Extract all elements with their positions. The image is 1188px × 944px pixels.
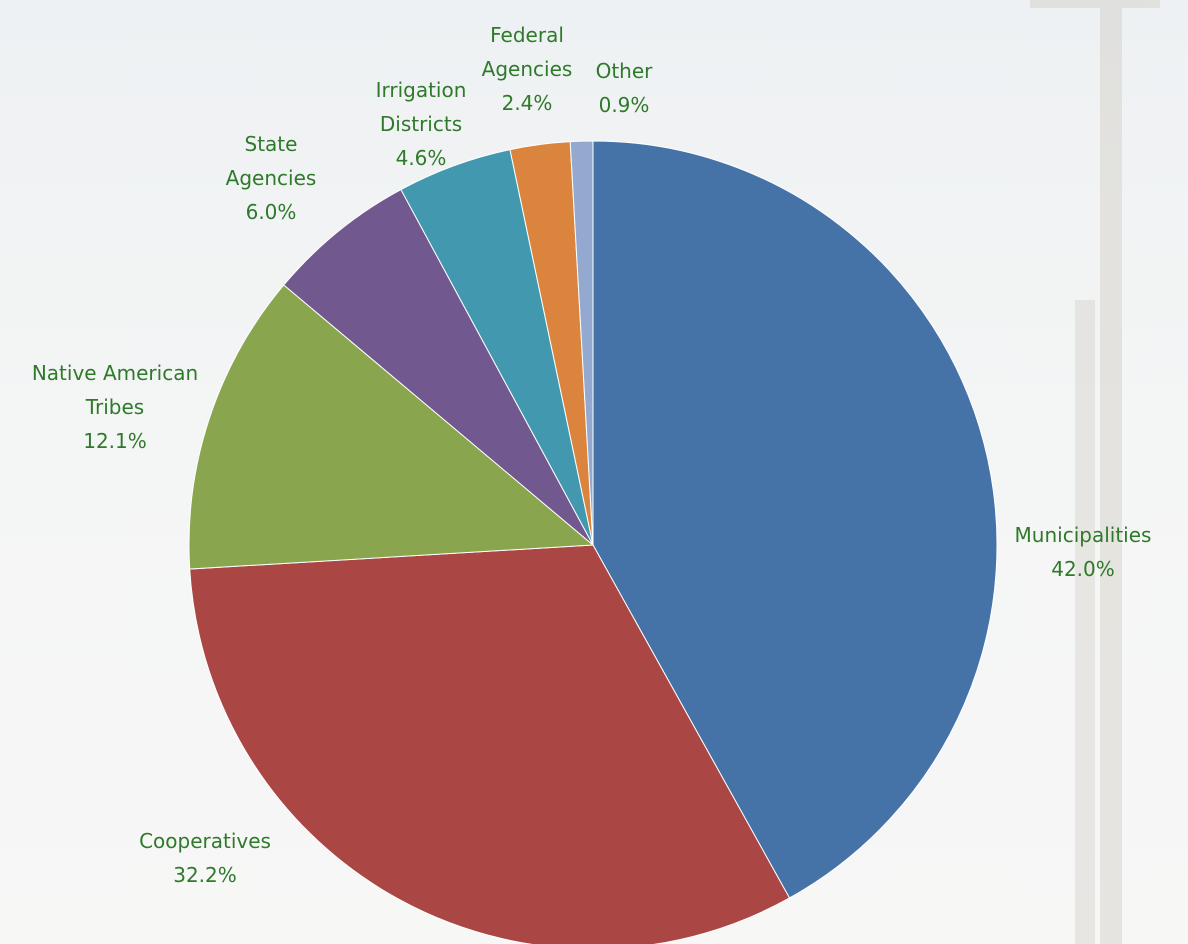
value-label: 0.9% xyxy=(598,93,650,117)
slice-label: Federal Agencies 2.4% xyxy=(472,18,582,120)
value-label: 4.6% xyxy=(395,146,447,170)
value-label: 12.1% xyxy=(83,429,147,453)
slice-label: Irrigation Districts 4.6% xyxy=(366,73,476,175)
pie-slice xyxy=(189,544,791,944)
pie-slice xyxy=(188,284,595,570)
category-label: Irrigation Districts xyxy=(375,78,467,136)
value-label: 32.2% xyxy=(173,863,237,887)
slice-label: Native American Tribes 12.1% xyxy=(10,356,220,458)
category-label: Cooperatives xyxy=(139,829,271,853)
pie-slice xyxy=(283,188,594,546)
slice-label: Municipalities 42.0% xyxy=(983,518,1183,586)
slice-label: Other 0.9% xyxy=(584,54,664,122)
value-label: 2.4% xyxy=(501,91,553,115)
pie-slice xyxy=(592,140,998,899)
slices xyxy=(188,140,998,944)
slice-label: Cooperatives 32.2% xyxy=(105,824,305,892)
value-label: 42.0% xyxy=(1051,557,1115,581)
value-label: 6.0% xyxy=(245,200,297,224)
slice-label: State Agencies 6.0% xyxy=(216,127,326,229)
background-poles xyxy=(1030,0,1160,944)
category-label: Federal Agencies xyxy=(481,23,573,81)
category-label: Other xyxy=(595,59,653,83)
category-label: State Agencies xyxy=(225,132,317,190)
pie-slice xyxy=(569,140,594,546)
category-label: Municipalities xyxy=(1014,523,1152,547)
category-label: Native American Tribes xyxy=(31,361,199,419)
